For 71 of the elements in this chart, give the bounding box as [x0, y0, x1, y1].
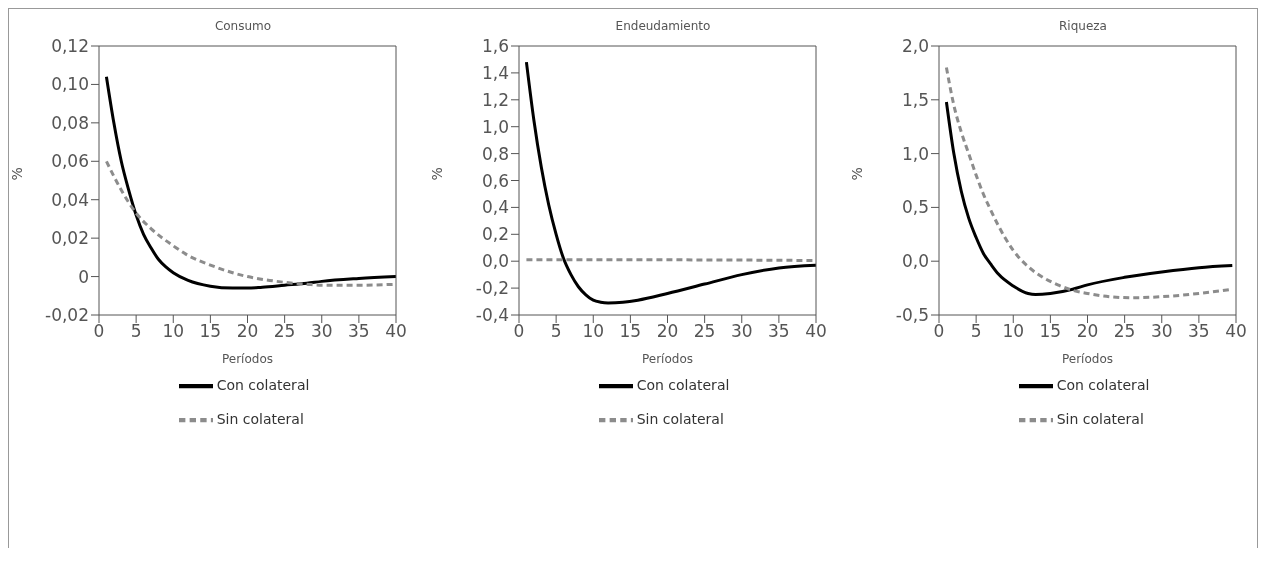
chart-title: Consumo — [213, 19, 273, 35]
legend-label: Sin colateral — [636, 411, 724, 427]
y-tick-label: 0,06 — [51, 151, 89, 172]
x-tick-label: 0 — [933, 321, 945, 342]
legend-label: Con colateral — [636, 377, 730, 393]
line-series — [524, 60, 816, 305]
y-tick-label: 0,0 — [901, 251, 929, 272]
y-tick-label: -0,4 — [475, 305, 509, 326]
y-tick-label: 0,04 — [51, 189, 89, 210]
x-axis-title: Períodos — [1061, 352, 1114, 366]
legend-label: Sin colateral — [216, 411, 304, 427]
y-tick-label: 0,5 — [901, 197, 929, 218]
x-tick-label: 35 — [348, 321, 370, 342]
y-tick-label: 0,2 — [481, 224, 509, 245]
x-tick-label: 30 — [730, 321, 753, 342]
y-tick-label: -0,02 — [45, 305, 89, 326]
y-tick-label: 0 — [78, 266, 89, 287]
y-tick-label: 2,0 — [901, 36, 929, 57]
y-tick-label: 1,0 — [481, 116, 509, 137]
x-tick-label: 35 — [1188, 321, 1210, 342]
x-tick-label: 15 — [199, 321, 222, 342]
y-tick-label: 1,6 — [481, 36, 509, 57]
line-series — [944, 100, 1234, 297]
x-tick-label: 25 — [693, 321, 716, 342]
x-tick-label: 5 — [130, 321, 142, 342]
legend-label: Con colateral — [216, 377, 310, 393]
x-tick-label: 20 — [656, 321, 679, 342]
x-tick-label: 0 — [513, 321, 525, 342]
x-tick-label: 25 — [273, 321, 296, 342]
x-tick-label: 25 — [1113, 321, 1136, 342]
x-tick-label: 10 — [162, 321, 185, 342]
y-tick-label: 1,4 — [481, 62, 509, 83]
chart-title: Endeudamiento — [614, 19, 712, 35]
x-tick-label: 20 — [236, 321, 259, 342]
y-tick-label: 1,0 — [901, 143, 929, 164]
x-tick-label: 35 — [768, 321, 790, 342]
x-tick-label: 40 — [805, 321, 827, 342]
y-tick-label: 0,0 — [481, 251, 509, 272]
y-axis-title: % — [848, 167, 865, 181]
x-tick-label: 30 — [1150, 321, 1173, 342]
line-series — [104, 75, 396, 290]
y-tick-label: 0,10 — [51, 74, 89, 95]
y-axis-title: % — [8, 167, 25, 181]
legend-label: Con colateral — [1056, 377, 1150, 393]
y-tick-label: 0,4 — [481, 197, 509, 218]
x-tick-label: 40 — [1225, 321, 1247, 342]
y-tick-label: 0,6 — [481, 170, 509, 191]
x-tick-label: 5 — [970, 321, 982, 342]
legend-label: Sin colateral — [1056, 411, 1144, 427]
y-tick-label: 0,02 — [51, 228, 89, 249]
y-tick-label: -0,5 — [895, 305, 929, 326]
x-tick-label: 10 — [582, 321, 605, 342]
y-tick-label: 0,08 — [51, 112, 89, 133]
y-tick-label: 0,8 — [481, 143, 509, 164]
x-tick-label: 0 — [93, 321, 105, 342]
x-tick-label: 5 — [550, 321, 562, 342]
x-axis-title: Períodos — [641, 352, 694, 366]
x-tick-label: 15 — [1039, 321, 1062, 342]
y-axis-title: % — [428, 167, 445, 181]
x-tick-label: 40 — [385, 321, 407, 342]
y-tick-label: 1,2 — [481, 89, 509, 110]
chart-title: Riqueza — [1058, 19, 1108, 35]
y-tick-label: 0,12 — [51, 36, 89, 57]
x-tick-label: 30 — [310, 321, 333, 342]
y-tick-label: -0,2 — [475, 278, 509, 299]
line-series — [104, 159, 396, 287]
x-tick-label: 10 — [1002, 321, 1025, 342]
x-axis-title: Períodos — [221, 352, 274, 366]
x-tick-label: 15 — [619, 321, 642, 342]
y-tick-label: 1,5 — [901, 89, 929, 110]
x-tick-label: 20 — [1076, 321, 1099, 342]
